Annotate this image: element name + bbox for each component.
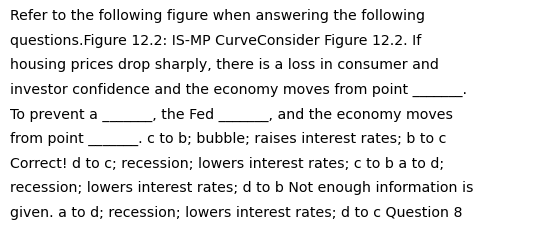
Text: housing prices drop sharply, there is a loss in consumer and: housing prices drop sharply, there is a … — [10, 58, 439, 72]
Text: given. a to d; recession; lowers interest rates; d to c Question 8: given. a to d; recession; lowers interes… — [10, 205, 463, 219]
Text: Correct! d to c; recession; lowers interest rates; c to b a to d;: Correct! d to c; recession; lowers inter… — [10, 156, 444, 170]
Text: questions.Figure 12.2: IS-MP CurveConsider Figure 12.2. If: questions.Figure 12.2: IS-MP CurveConsid… — [10, 34, 421, 48]
Text: Refer to the following figure when answering the following: Refer to the following figure when answe… — [10, 9, 425, 23]
Text: from point _______. c to b; bubble; raises interest rates; b to c: from point _______. c to b; bubble; rais… — [10, 132, 446, 146]
Text: To prevent a _______, the Fed _______, and the economy moves: To prevent a _______, the Fed _______, a… — [10, 107, 453, 121]
Text: recession; lowers interest rates; d to b Not enough information is: recession; lowers interest rates; d to b… — [10, 181, 474, 195]
Text: investor confidence and the economy moves from point _______.: investor confidence and the economy move… — [10, 83, 467, 97]
